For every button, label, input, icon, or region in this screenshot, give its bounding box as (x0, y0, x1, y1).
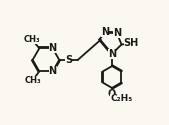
Text: C₂H₅: C₂H₅ (110, 94, 132, 103)
Text: CH₃: CH₃ (24, 35, 41, 44)
Text: CH₃: CH₃ (25, 76, 42, 85)
Text: N: N (108, 49, 116, 59)
Text: N: N (49, 43, 57, 53)
Text: S: S (65, 55, 72, 65)
Text: SH: SH (124, 38, 139, 48)
Text: N: N (49, 66, 57, 76)
Text: N: N (101, 27, 109, 37)
Text: O: O (108, 88, 116, 99)
Text: N: N (113, 28, 121, 38)
